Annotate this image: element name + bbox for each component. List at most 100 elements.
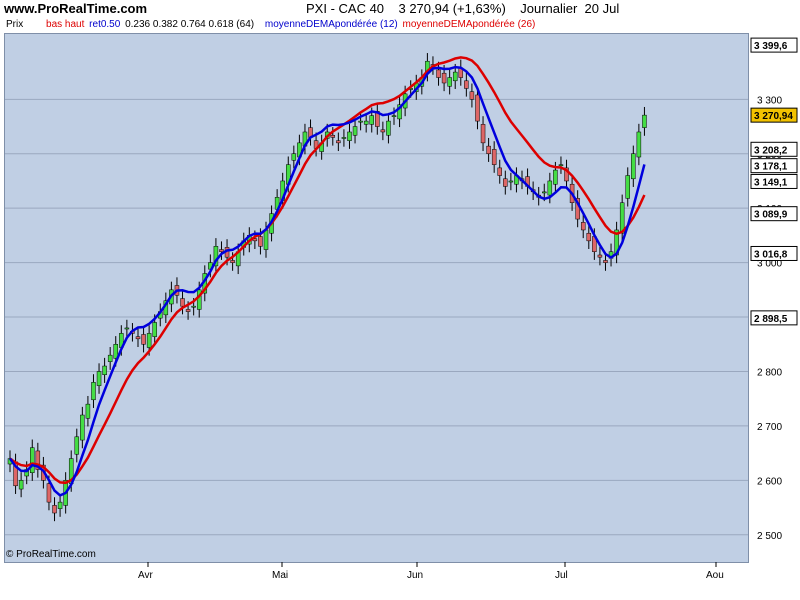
candle-body (642, 114, 647, 128)
dema26-line (9, 56, 646, 485)
candle-body (74, 436, 80, 455)
candle-body (291, 153, 297, 161)
price-label: 3 270,94 (754, 111, 793, 122)
chart-title: PXI - CAC 40 3 270,94 (+1,63%) Journalie… (306, 1, 620, 16)
candle-body (475, 94, 480, 122)
price-label: 3 149,1 (754, 177, 788, 188)
candle-body (547, 180, 553, 196)
candle-body (85, 403, 91, 419)
legend-dema26: moyenneDEMApondérée (26) (402, 19, 536, 30)
dema12-line (8, 65, 646, 497)
legend-levels: 0.236 0.382 0.764 0.618 (64) (125, 19, 255, 30)
candle-body (52, 505, 57, 514)
candle-body (508, 180, 514, 183)
candle-body (57, 501, 63, 509)
legend-bas-haut: bas haut (46, 19, 85, 30)
candle-body (452, 71, 458, 82)
candle-body (330, 134, 336, 138)
price-label: 3 208,2 (754, 145, 788, 156)
candle-body (486, 145, 491, 155)
candle-body (107, 354, 113, 362)
candle-body (18, 480, 24, 490)
legend-ret: ret0.50 (89, 19, 121, 30)
candle-body (358, 120, 363, 123)
candle-body (35, 450, 41, 470)
candle-body (631, 153, 636, 180)
price-label: 3 089,9 (754, 210, 788, 221)
candle-body (146, 333, 152, 348)
candle-body (80, 414, 85, 441)
candle-body (91, 382, 96, 401)
site-name[interactable]: www.ProRealTime.com (4, 1, 148, 16)
candle-body (347, 131, 352, 141)
price-label-box (750, 173, 798, 189)
price-label: 2 898,5 (754, 314, 788, 325)
y-tick-label: 3 000 (757, 259, 782, 270)
y-tick-label: 3 300 (757, 95, 782, 106)
candle-body (464, 80, 469, 89)
legend-prix: Prix (6, 19, 24, 30)
candle-body (503, 178, 508, 187)
candle-body (625, 175, 630, 199)
candle-body (619, 202, 625, 234)
candle-body (96, 371, 102, 386)
candle-body (497, 167, 502, 176)
candle-body (141, 334, 146, 345)
candle-body (436, 69, 441, 78)
candle-body (636, 131, 642, 158)
candle-body (341, 137, 347, 139)
candle-body (380, 129, 386, 133)
candle-body (258, 236, 263, 247)
candle-body (603, 260, 608, 263)
candle-body (553, 169, 558, 185)
candle-body (597, 254, 603, 258)
candle-body (397, 104, 402, 120)
candle-body (152, 322, 157, 337)
y-tick-label: 2 700 (757, 422, 782, 433)
candle-body (542, 191, 547, 194)
price-label-box (750, 310, 798, 326)
candle-body (213, 246, 219, 267)
candle-body (135, 336, 141, 340)
candle-body (586, 232, 592, 242)
candle-body (480, 124, 486, 144)
candle-body (219, 249, 224, 252)
legend-dema12: moyenneDEMApondérée (12) (264, 19, 398, 30)
indicator-legend: Prix bas haut ret0.50 0.236 0.382 0.764 … (6, 19, 537, 30)
candle-body (124, 327, 130, 330)
x-tick-label: Aou (706, 570, 724, 581)
candle-body (46, 483, 52, 503)
candle-body (363, 120, 369, 125)
candle-body (263, 229, 269, 250)
x-tick-label: Avr (138, 570, 153, 581)
price-label-box (750, 158, 798, 174)
candle-body (113, 344, 118, 359)
candle-body (180, 298, 185, 307)
price-label-box (750, 107, 798, 123)
candle-body (369, 115, 374, 125)
candle-body (30, 447, 35, 473)
price-label-box (750, 141, 798, 157)
price-label: 3 016,8 (754, 249, 788, 260)
candle-body (336, 140, 341, 144)
candle-body (102, 365, 107, 376)
candle-body (230, 260, 235, 263)
candle-body (469, 91, 475, 100)
price-label: 3 399,6 (754, 41, 788, 52)
candle-body (558, 164, 564, 166)
price-label-box (750, 37, 798, 53)
candle-body (391, 115, 397, 117)
candle-body (580, 222, 586, 231)
candle-body (447, 77, 452, 87)
y-tick-label: 2 800 (757, 367, 782, 378)
y-tick-label: 2 600 (757, 476, 782, 487)
candle-body (441, 72, 447, 84)
copyright: © ProRealTime.com (6, 549, 96, 560)
candle-body (191, 305, 196, 308)
price-label-box (750, 245, 798, 261)
candle-body (185, 309, 191, 312)
x-tick-label: Jun (407, 570, 423, 581)
x-tick-label: Jul (555, 570, 568, 581)
candle-body (564, 167, 569, 182)
